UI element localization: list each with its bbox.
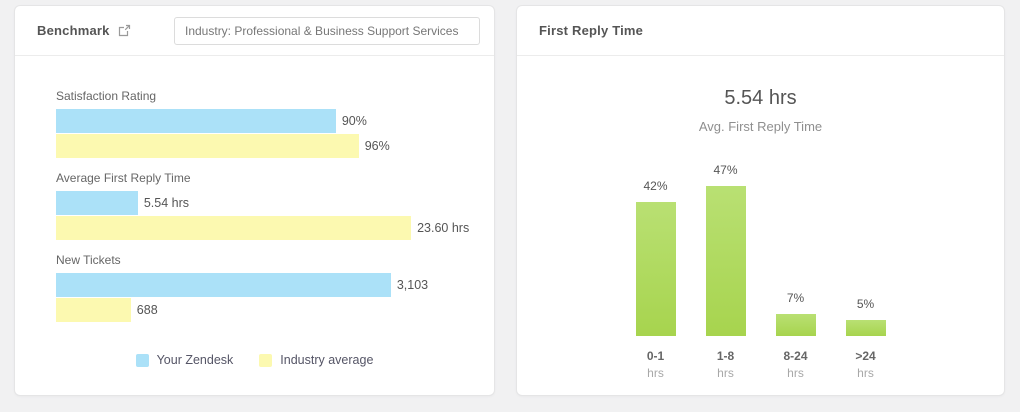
benchmark-chart: Satisfaction Rating 90% 96% Average First R… [56,89,496,322]
bar-value-label: 688 [136,303,158,317]
vbar-column: 7% 8-24 hrs [775,291,816,380]
bar-value-label: 23.60 hrs [417,221,470,235]
bar-row: 5.54 hrs [56,191,496,215]
bar-industry-average [56,216,412,240]
vbar [775,314,816,336]
legend-label: Your Zendesk [156,353,234,367]
first-reply-card-title: First Reply Time [539,23,644,38]
bar-group-label: Average First Reply Time [56,171,191,185]
bar-value-label: 96% [364,139,390,153]
first-reply-time-card: First Reply Time 5.54 hrs Avg. First Rep… [516,5,1005,396]
bar-group: Satisfaction Rating 90% 96% [56,89,496,158]
bar-value-label: 90% [341,114,367,128]
legend-item: Your Zendesk [135,353,234,367]
first-reply-card-body: 5.54 hrs Avg. First Reply Time 42% 0-1 hrs… [517,87,1004,380]
first-reply-time-chart: 42% 0-1 hrs 47% 1-8 hrs 7% 8-24 hrs 5% >24 hrs [517,163,1004,380]
vbar-percent-label: 47% [713,163,738,177]
vbar-column: 47% 1-8 hrs [705,163,746,380]
vbar [705,186,746,336]
vbar-unit-label: hrs [717,366,734,380]
bar-your-zendesk [56,191,138,215]
vbar-unit-label: hrs [857,366,874,380]
vbar [635,202,676,336]
first-reply-card-header: First Reply Time [517,6,1004,56]
bar-group: Average First Reply Time 5.54 hrs 23.60 hr… [56,171,496,240]
bar-industry-average [56,134,359,158]
legend-item: Industry average [259,353,373,367]
vbar-percent-label: 42% [643,179,668,193]
bar-value-label: 5.54 hrs [143,196,189,210]
legend-swatch-industry-average [259,353,273,367]
bar-value-label: 3,103 [396,278,429,292]
avg-first-reply-stat-value: 5.54 hrs [724,87,797,109]
bar-row: 90% [56,109,496,133]
benchmark-card-header: Benchmark Industry: Professional & Busin… [15,6,494,56]
legend-label: Industry average [280,353,374,367]
vbar-category-label: 1-8 [716,349,735,363]
external-link-icon[interactable] [118,24,131,37]
vbar [845,320,886,336]
bar-industry-average [56,298,131,322]
benchmark-card: Benchmark Industry: Professional & Busin… [14,5,495,396]
vbar-unit-label: hrs [647,366,664,380]
avg-first-reply-stat-label: Avg. First Reply Time [698,119,823,134]
vbar-category-label: 0-1 [646,349,665,363]
bar-row: 23.60 hrs [56,216,496,240]
bar-row: 3,103 [56,273,496,297]
benchmark-card-title: Benchmark [37,23,110,38]
benchmark-legend: Your Zendesk Industry average [15,353,494,367]
bar-row: 688 [56,298,496,322]
vbar-column: 42% 0-1 hrs [635,179,676,380]
bar-your-zendesk [56,109,336,133]
vbar-percent-label: 5% [856,297,875,311]
vbar-column: 5% >24 hrs [845,297,886,380]
legend-swatch-your-zendesk [135,353,149,367]
bar-your-zendesk [56,273,391,297]
vbar-percent-label: 7% [786,291,805,305]
benchmark-card-body: Satisfaction Rating 90% 96% Average First R… [15,56,494,367]
vbar-unit-label: hrs [787,366,804,380]
bar-group-label: New Tickets [56,253,121,267]
bar-row: 96% [56,134,496,158]
vbar-category-label: 8-24 [783,349,808,363]
bar-group-label: Satisfaction Rating [56,89,157,103]
vbar-category-label: >24 [855,349,876,363]
industry-filter-select[interactable]: Industry: Professional & Business Suppor… [174,16,480,45]
bar-group: New Tickets 3,103 688 [56,253,496,322]
